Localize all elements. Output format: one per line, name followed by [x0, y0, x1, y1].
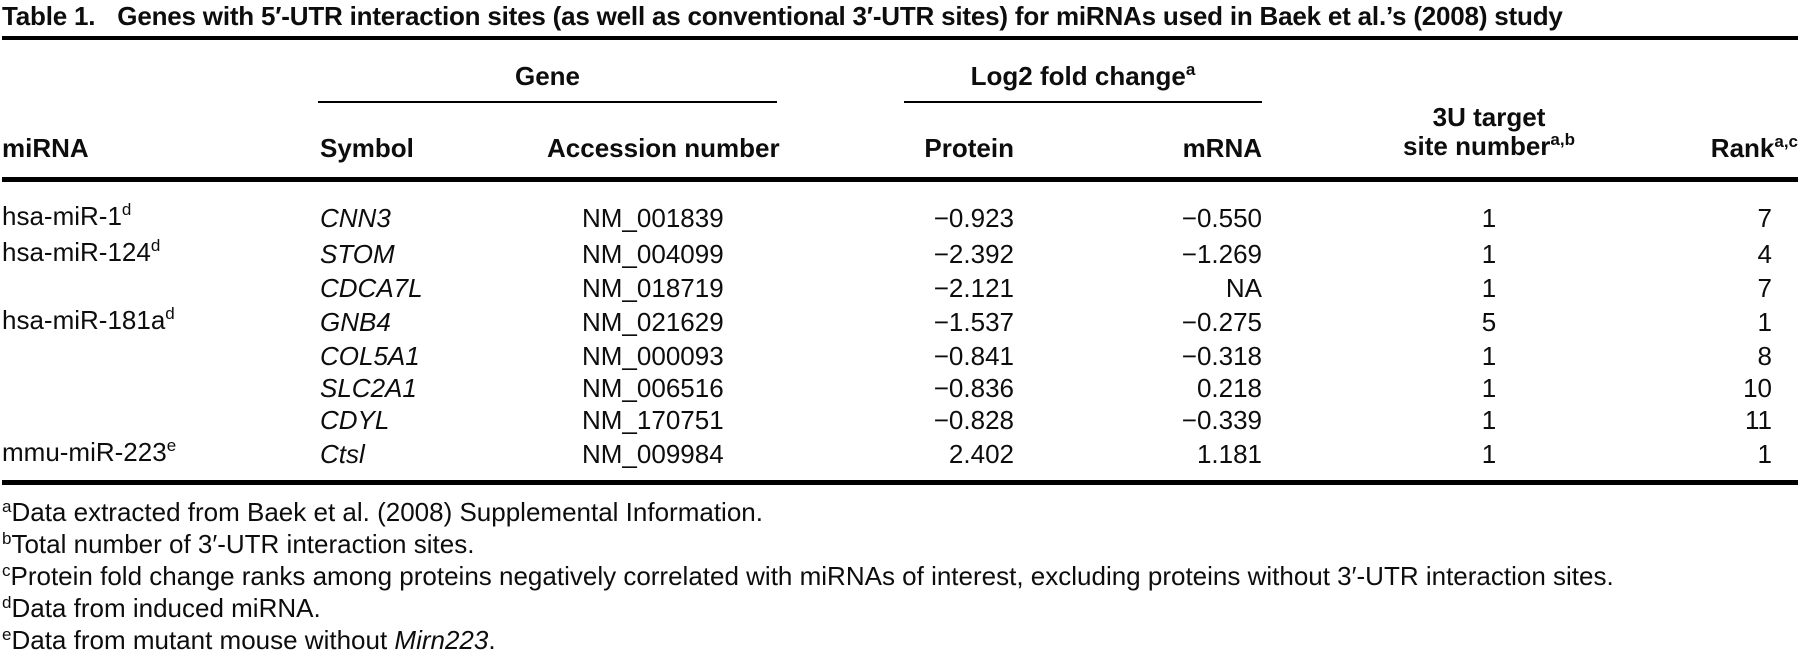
group-header-log2-label: Log2 fold change	[970, 61, 1186, 91]
header-spacer	[1262, 40, 1682, 103]
cell-mrna-fold-change: −1.269	[1181, 239, 1263, 269]
cell-site-number: 1	[1481, 273, 1497, 303]
cell-accession: NM_004099	[582, 239, 724, 269]
cell-mrna-fold-change: 0.218	[1196, 373, 1263, 403]
cell-mirna: hsa-miR-181ad	[2, 304, 175, 335]
table-row: COL5A1 NM_000093 −0.841 −0.318 1 8	[2, 340, 1798, 372]
cell-accession: NM_000093	[582, 341, 724, 371]
cell-site-number: 1	[1481, 239, 1497, 269]
table-row: CDYL NM_170751 −0.828 −0.339 1 11	[2, 404, 1798, 436]
cell-gene-symbol: CNN3	[320, 203, 391, 233]
cell-gene-symbol: SLC2A1	[320, 373, 417, 403]
cell-protein-fold-change: −0.923	[933, 203, 1014, 233]
col-header-mirna: miRNA	[2, 103, 318, 182]
table-row: SLC2A1 NM_006516 −0.836 0.218 1 10	[2, 372, 1798, 404]
footnotes: aData extracted from Baek et al. (2008) …	[2, 497, 1798, 658]
cell-mrna-fold-change: −0.550	[1181, 203, 1263, 233]
footnote-a: aData extracted from Baek et al. (2008) …	[2, 497, 763, 527]
cell-mirna	[2, 340, 318, 372]
cell-accession: NM_170751	[582, 405, 724, 435]
col-header-site-number-sup: a,b	[1550, 130, 1575, 149]
cell-gene-symbol: CDYL	[320, 405, 390, 435]
cell-mrna-fold-change: −0.339	[1181, 405, 1263, 435]
header-spacer	[2, 40, 318, 103]
cell-gene-symbol: Ctsl	[320, 439, 365, 469]
data-table: Gene Log2 fold changea miRNA Symbol Acce…	[2, 40, 1799, 485]
cell-gene-symbol: COL5A1	[320, 341, 420, 371]
cell-mrna-fold-change: −0.275	[1181, 307, 1263, 337]
cell-accession: NM_001839	[582, 203, 724, 233]
table-body: hsa-miR-1d CNN3 NM_001839 −0.923 −0.550 …	[2, 180, 1798, 483]
cell-protein-fold-change: −2.392	[933, 239, 1014, 269]
cell-site-number: 5	[1481, 307, 1497, 337]
group-header-gene: Gene	[318, 40, 804, 103]
cell-mirna	[2, 272, 318, 304]
table-number-label: Table 1.	[2, 1, 96, 31]
cell-mrna-fold-change: NA	[1225, 273, 1263, 303]
cell-rank: 8	[1757, 341, 1773, 371]
col-header-symbol: Symbol	[318, 103, 542, 182]
cell-site-number: 1	[1481, 373, 1497, 403]
col-header-rank-sup: a,c	[1774, 132, 1799, 151]
col-header-accession: Accession number	[542, 103, 804, 182]
cell-mrna-fold-change: 1.181	[1196, 439, 1263, 469]
cell-protein-fold-change: 2.402	[948, 439, 1014, 469]
cell-rank: 4	[1757, 239, 1773, 269]
group-header-log2: Log2 fold changea	[804, 40, 1263, 103]
cell-protein-fold-change: −0.828	[933, 405, 1014, 435]
cell-accession: NM_021629	[582, 307, 724, 337]
col-header-rank: Ranka,c	[1682, 103, 1799, 182]
cell-site-number: 1	[1481, 203, 1497, 233]
col-header-mrna: mRNA	[1014, 103, 1263, 182]
table-caption: Table 1. Genes with 5′-UTR interaction si…	[2, 0, 1798, 30]
cell-gene-symbol: CDCA7L	[320, 273, 423, 303]
cell-protein-fold-change: −0.841	[933, 341, 1014, 371]
cell-gene-symbol: STOM	[320, 239, 395, 269]
cell-accession: NM_006516	[582, 373, 724, 403]
caption-rule	[2, 36, 1798, 40]
cell-mirna	[2, 404, 318, 436]
cell-site-number: 1	[1481, 405, 1497, 435]
cell-rank: 7	[1757, 273, 1773, 303]
footnote-e: eData from mutant mouse without Mirn223.	[2, 625, 496, 655]
table-row: hsa-miR-181ad GNB4 NM_021629 −1.537 −0.2…	[2, 304, 1798, 340]
cell-rank: 1	[1757, 439, 1773, 469]
header-spacer	[1682, 40, 1798, 103]
cell-mirna	[2, 372, 318, 404]
table-header: Gene Log2 fold changea miRNA Symbol Acce…	[2, 40, 1799, 182]
cell-protein-fold-change: −2.121	[933, 273, 1014, 303]
footnote-c: cProtein fold change ranks among protein…	[2, 561, 1614, 591]
group-header-gene-label: Gene	[514, 61, 581, 91]
col-header-protein: Protein	[804, 103, 1014, 182]
cell-site-number: 1	[1481, 341, 1497, 371]
table-row: CDCA7L NM_018719 −2.121 NA 1 7	[2, 272, 1798, 304]
cell-mrna-fold-change: −0.318	[1181, 341, 1263, 371]
cell-rank: 11	[1745, 405, 1773, 435]
cell-accession: NM_009984	[582, 439, 724, 469]
cell-mirna: mmu-miR-223e	[2, 436, 177, 467]
table-row: hsa-miR-124d STOM NM_004099 −2.392 −1.26…	[2, 236, 1798, 272]
col-header-site-number: 3U target site numbera,b	[1262, 103, 1683, 182]
cell-accession: NM_018719	[582, 273, 724, 303]
footnote-b: bTotal number of 3′-UTR interaction site…	[2, 529, 475, 559]
group-header-log2-sup: a	[1185, 60, 1196, 79]
cell-protein-fold-change: −1.537	[933, 307, 1014, 337]
cell-site-number: 1	[1481, 439, 1497, 469]
cell-gene-symbol: GNB4	[320, 307, 391, 337]
cell-mirna: hsa-miR-1d	[2, 200, 132, 231]
footnote-d: dData from induced miRNA.	[2, 593, 321, 623]
cell-mirna: hsa-miR-124d	[2, 236, 161, 267]
table-row: hsa-miR-1d CNN3 NM_001839 −0.923 −0.550 …	[2, 180, 1798, 237]
table-row: mmu-miR-223e Ctsl NM_009984 2.402 1.181 …	[2, 436, 1798, 483]
cell-rank: 1	[1757, 307, 1773, 337]
cell-protein-fold-change: −0.836	[933, 373, 1014, 403]
table-title-text: Genes with 5′-UTR interaction sites (as …	[117, 1, 1563, 31]
cell-rank: 7	[1757, 203, 1773, 233]
cell-rank: 10	[1743, 373, 1773, 403]
